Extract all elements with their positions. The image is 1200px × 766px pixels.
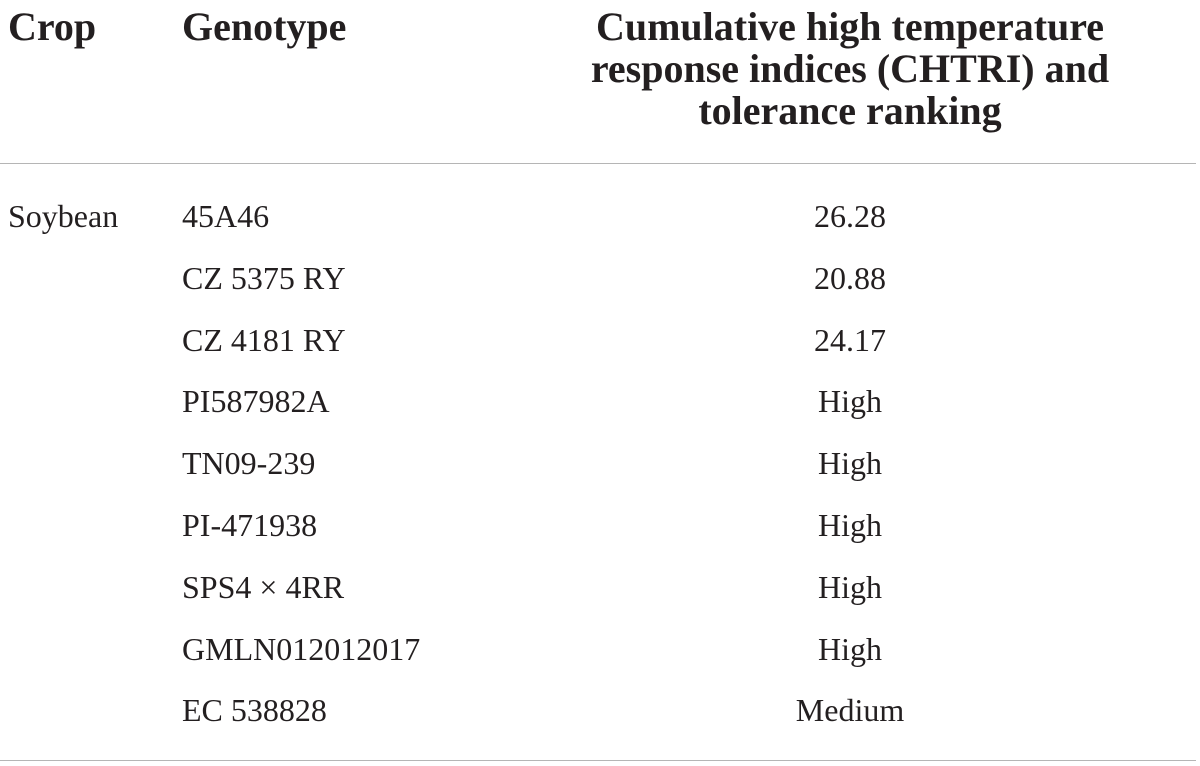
footer-rule [0, 760, 1196, 761]
header-rule [0, 163, 1196, 164]
genotype-cell: SPS4 × 4RR [182, 568, 345, 605]
header-chtri-line-2: response indices (CHTRI) and [590, 46, 1110, 91]
crop-cell: Soybean [8, 198, 119, 234]
table-row: CZ 4181 RY 24.17 [0, 317, 1200, 379]
table-row: PI-471938 High [0, 502, 1200, 564]
table-row: TN09-239 High [0, 440, 1200, 502]
table-row: PI587982A High [0, 378, 1200, 440]
genotype-cell: GMLN012012017 [182, 630, 421, 667]
chtri-cell: High [818, 383, 882, 420]
chtri-cell: High [818, 630, 882, 667]
genotype-cell: CZ 5375 RY [182, 259, 346, 296]
genotype-cell: PI587982A [182, 383, 330, 420]
header-crop: Crop [8, 4, 97, 49]
chtri-cell: High [818, 568, 882, 605]
chtri-cell: 26.28 [814, 198, 886, 234]
genotype-cell: TN09-239 [182, 445, 316, 482]
table-row: CZ 5375 RY 20.88 [0, 255, 1200, 317]
chtri-cell: 20.88 [814, 259, 886, 296]
table-row: GMLN012012017 High [0, 626, 1200, 688]
genotype-cell: CZ 4181 RY [182, 321, 346, 358]
chtri-cell: Medium [795, 692, 905, 729]
genotype-cell: EC 538828 [182, 692, 327, 729]
header-chtri-line-3: tolerance ranking [698, 88, 1002, 133]
chtri-cell: High [818, 506, 882, 543]
header-chtri-line-1: Cumulative high temperature [595, 4, 1105, 49]
genotype-cell: PI-471938 [182, 506, 318, 543]
table-row: Soybean 45A46 26.28 [0, 193, 1200, 255]
header-chtri: Cumulative high temperature response ind… [520, 6, 1180, 132]
genotype-cell: 45A46 [182, 198, 270, 234]
table-row: SPS4 × 4RR High [0, 564, 1200, 626]
chtri-cell: 24.17 [814, 321, 886, 358]
table-body: Soybean 45A46 26.28 CZ 5375 RY 20.88 CZ … [0, 193, 1200, 749]
table-row: EC 538828 Medium [0, 687, 1200, 749]
header-genotype: Genotype [182, 4, 347, 49]
chtri-cell: High [818, 445, 882, 482]
